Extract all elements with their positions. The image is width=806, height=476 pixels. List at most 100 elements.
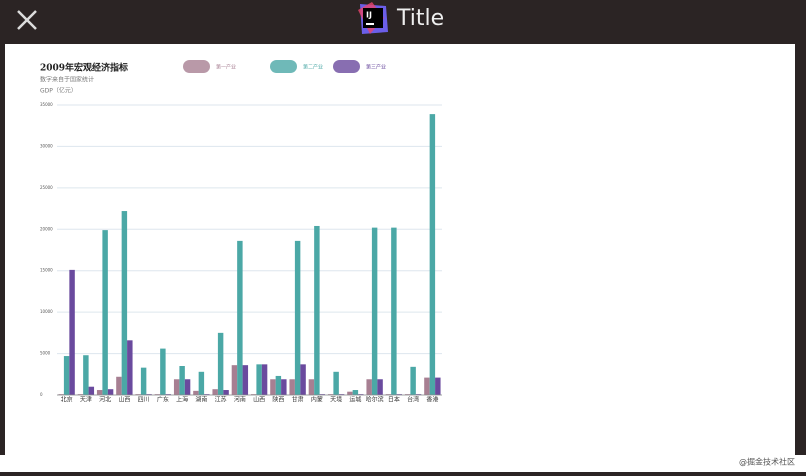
y-tick-label: 10000: [40, 309, 53, 314]
bar: [231, 365, 238, 395]
bar: [281, 379, 287, 395]
legend-label: 第三产业: [366, 64, 386, 71]
bar: [217, 332, 224, 395]
bar: [319, 394, 326, 395]
bar: [396, 394, 403, 395]
bar: [160, 348, 166, 395]
bar: [435, 377, 441, 395]
x-tick-label: 北京: [61, 396, 73, 404]
app-icon: IJ: [358, 2, 388, 34]
watermark: @掘金技术社区: [739, 457, 795, 467]
bar: [154, 394, 161, 395]
x-tick-label: 上海: [176, 396, 188, 404]
x-tick-label: 湖南: [195, 396, 207, 404]
chart-title: 2009年宏观经济指标: [40, 62, 128, 74]
bar: [107, 389, 114, 395]
bar: [102, 230, 108, 395]
legend-label: 第一产业: [216, 64, 236, 71]
legend-swatch: [270, 60, 297, 73]
y-tick-label: 0: [40, 392, 43, 397]
bar: [358, 394, 364, 395]
bar: [289, 379, 295, 395]
x-tick-label: 天津: [80, 397, 92, 404]
footer: [0, 455, 806, 472]
legend-swatch: [333, 60, 360, 73]
y-tick-label: 20000: [40, 226, 53, 231]
bar: [391, 227, 397, 395]
bar: [352, 390, 359, 395]
bar: [424, 377, 430, 395]
bar: [256, 364, 262, 395]
bar: [173, 379, 180, 395]
bar: [212, 389, 218, 395]
bar: [429, 114, 436, 395]
bar: [415, 394, 422, 395]
bar: [58, 394, 64, 395]
bar: [261, 364, 268, 395]
bar: [88, 386, 95, 395]
x-tick-label: 陕西: [272, 396, 284, 404]
x-tick-label: 四川: [138, 397, 150, 404]
bar: [294, 240, 301, 395]
bar: [377, 379, 383, 395]
bar: [198, 371, 205, 395]
bar: [127, 340, 133, 395]
svg-text:IJ: IJ: [366, 11, 372, 20]
x-tick-label: 河北: [99, 396, 111, 404]
bar: [242, 365, 249, 395]
y-axis-label: GDP（亿元）: [40, 87, 77, 95]
close-button[interactable]: [17, 10, 37, 30]
bar: [385, 394, 392, 395]
bar: [135, 394, 141, 395]
bar: [193, 390, 199, 395]
x-tick-label: 内蒙: [311, 396, 323, 404]
bar: [69, 269, 75, 395]
y-tick-label: 5000: [40, 351, 51, 356]
bar: [165, 394, 172, 395]
bar: [300, 364, 306, 395]
bar: [179, 366, 185, 395]
x-tick-label: 江苏: [215, 396, 227, 404]
bar: [333, 371, 339, 395]
window-title: Title: [396, 6, 444, 31]
bar: [63, 356, 70, 395]
x-tick-label: 哈尔滨: [366, 396, 384, 404]
bar: [308, 379, 315, 395]
bar: [314, 225, 320, 395]
bar: [121, 211, 128, 395]
x-tick-label: 日本: [388, 396, 400, 404]
bar: [204, 394, 210, 395]
x-tick-label: 运城: [349, 396, 361, 404]
x-tick-label: 天境: [330, 396, 342, 404]
x-tick-label: 香港: [426, 396, 438, 404]
content-panel: [5, 44, 795, 455]
x-tick-label: 河南: [234, 396, 246, 404]
bar: [237, 240, 243, 395]
bar: [184, 379, 191, 395]
bar: [327, 394, 334, 395]
x-tick-label: 山西: [253, 396, 265, 404]
bar: [96, 390, 103, 395]
y-tick-label: 25000: [40, 185, 53, 190]
bar: [275, 375, 282, 395]
bar: [410, 366, 416, 395]
bar: [146, 394, 152, 395]
y-tick-label: 15000: [40, 268, 53, 273]
x-tick-label: 广东: [157, 396, 169, 404]
bar: [404, 394, 411, 395]
legend-label: 第二产业: [303, 64, 323, 71]
chart-subtitle: 数字来自于国家统计: [40, 76, 94, 84]
bar: [140, 367, 147, 395]
y-tick-label: 30000: [40, 143, 53, 148]
x-tick-label: 台湾: [407, 396, 419, 404]
bar: [366, 379, 372, 395]
bar: [116, 376, 122, 395]
x-tick-label: 甘肃: [292, 396, 304, 404]
bar: [77, 394, 84, 395]
legend-swatch: [183, 60, 210, 73]
bar: [83, 355, 89, 395]
bar: [338, 394, 345, 395]
bar: [223, 390, 229, 395]
